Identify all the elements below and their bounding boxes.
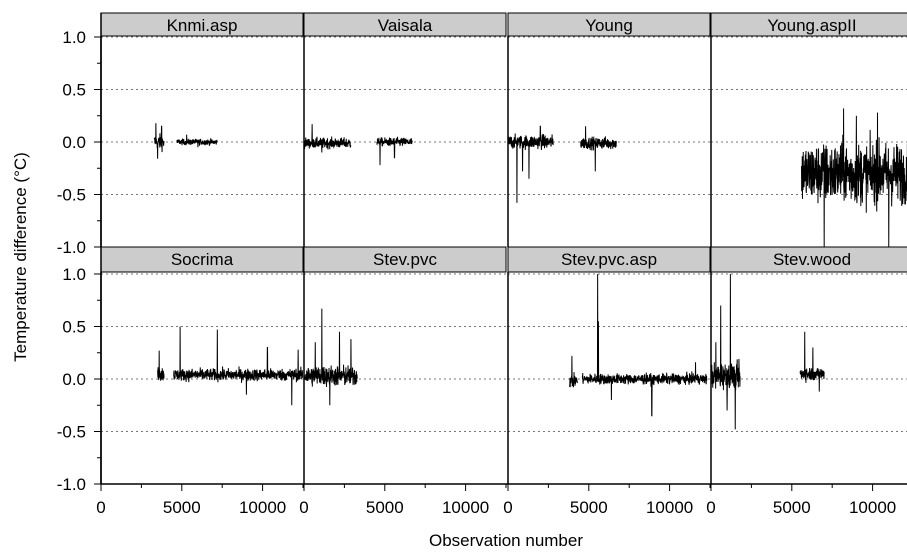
panel-series-Knmi.asp	[153, 123, 218, 159]
series-line-Young.aspII-0	[801, 108, 907, 247]
y-tick-label: 1.0	[62, 265, 86, 284]
axes-layer: 0 5000 10000 0 5000 10000 0 5000 10000 0 5000 10000…	[57, 13, 907, 517]
panel-strip-Vaisala	[303, 12, 507, 37]
x-tick-label: 5000	[366, 498, 404, 517]
series-line-Stev.wood-0	[711, 273, 741, 430]
panel-series-Socrima	[157, 326, 303, 406]
panels-layer: Knmi.asp Vaisala Young Young.aspII Socrima St…	[100, 12, 907, 485]
y-tick-label: -0.5	[57, 423, 86, 442]
panel-title-Young: Young	[585, 16, 633, 35]
x-tick-label: 0	[299, 498, 308, 517]
panel-title-Stev.wood: Stev.wood	[773, 250, 851, 269]
y-tick-label: -1.0	[57, 238, 86, 257]
panel-strip-Stev.wood	[710, 246, 907, 273]
y-tick-label: 0.0	[62, 133, 86, 152]
x-tick-label: 0	[503, 498, 512, 517]
panel-series-Stev.pvc.asp	[568, 273, 708, 417]
series-line-Young-1	[580, 126, 617, 172]
x-tick-label: 10000	[849, 498, 896, 517]
panel-strip-Young.aspII	[710, 12, 907, 37]
x-tick-label: 10000	[442, 498, 489, 517]
series-line-Stev.wood-1	[799, 331, 825, 392]
panel-strip-Stev.pvc	[303, 246, 507, 273]
panel-series-Stev.wood	[711, 273, 825, 430]
x-tick-label: 0	[706, 498, 715, 517]
series-line-Stev.pvc-0	[304, 308, 358, 406]
panel-title-Socrima: Socrima	[171, 250, 234, 269]
y-tick-label: -0.5	[57, 186, 86, 205]
panel-title-Knmi.asp: Knmi.asp	[167, 16, 238, 35]
series-line-Socrima-1	[173, 326, 303, 406]
y-tick-label: 1.0	[62, 28, 86, 47]
panel-title-Vaisala: Vaisala	[378, 16, 433, 35]
panel-strip-Young	[507, 12, 711, 37]
y-axis-title: Temperature difference (°C)	[11, 152, 30, 362]
x-axis-title: Observation number	[429, 531, 583, 550]
panel-series-Young.aspII	[801, 108, 907, 247]
y-tick-label: 0.5	[62, 318, 86, 337]
series-line-Socrima-0	[157, 350, 165, 381]
series-line-Knmi.asp-0	[153, 123, 165, 159]
x-tick-label: 5000	[163, 498, 201, 517]
y-tick-label: 0.0	[62, 370, 86, 389]
x-tick-label: 0	[96, 498, 105, 517]
x-tick-label: 10000	[239, 498, 286, 517]
series-line-Vaisala-1	[376, 136, 413, 166]
series-line-Knmi.asp-1	[176, 134, 218, 148]
x-tick-label: 5000	[570, 498, 608, 517]
series-line-Vaisala-0	[304, 124, 352, 153]
y-tick-label: 0.5	[62, 81, 86, 100]
panel-strip-Stev.pvc.asp	[507, 246, 711, 273]
panel-series-Stev.pvc	[304, 308, 358, 406]
panel-series-Young	[508, 125, 617, 203]
panel-title-Stev.pvc: Stev.pvc	[373, 250, 437, 269]
panel-series-Vaisala	[304, 124, 413, 166]
x-tick-label: 10000	[646, 498, 693, 517]
panel-title-Stev.pvc.asp: Stev.pvc.asp	[561, 250, 657, 269]
panel-title-Young.aspII: Young.aspII	[767, 16, 856, 35]
panel-strip-Socrima	[100, 246, 304, 273]
y-tick-label: -1.0	[57, 475, 86, 494]
series-line-Stev.pvc.asp-0	[568, 355, 578, 388]
x-tick-label: 5000	[773, 498, 811, 517]
series-line-Young-0	[508, 125, 554, 203]
series-line-Stev.pvc.asp-1	[581, 273, 708, 417]
